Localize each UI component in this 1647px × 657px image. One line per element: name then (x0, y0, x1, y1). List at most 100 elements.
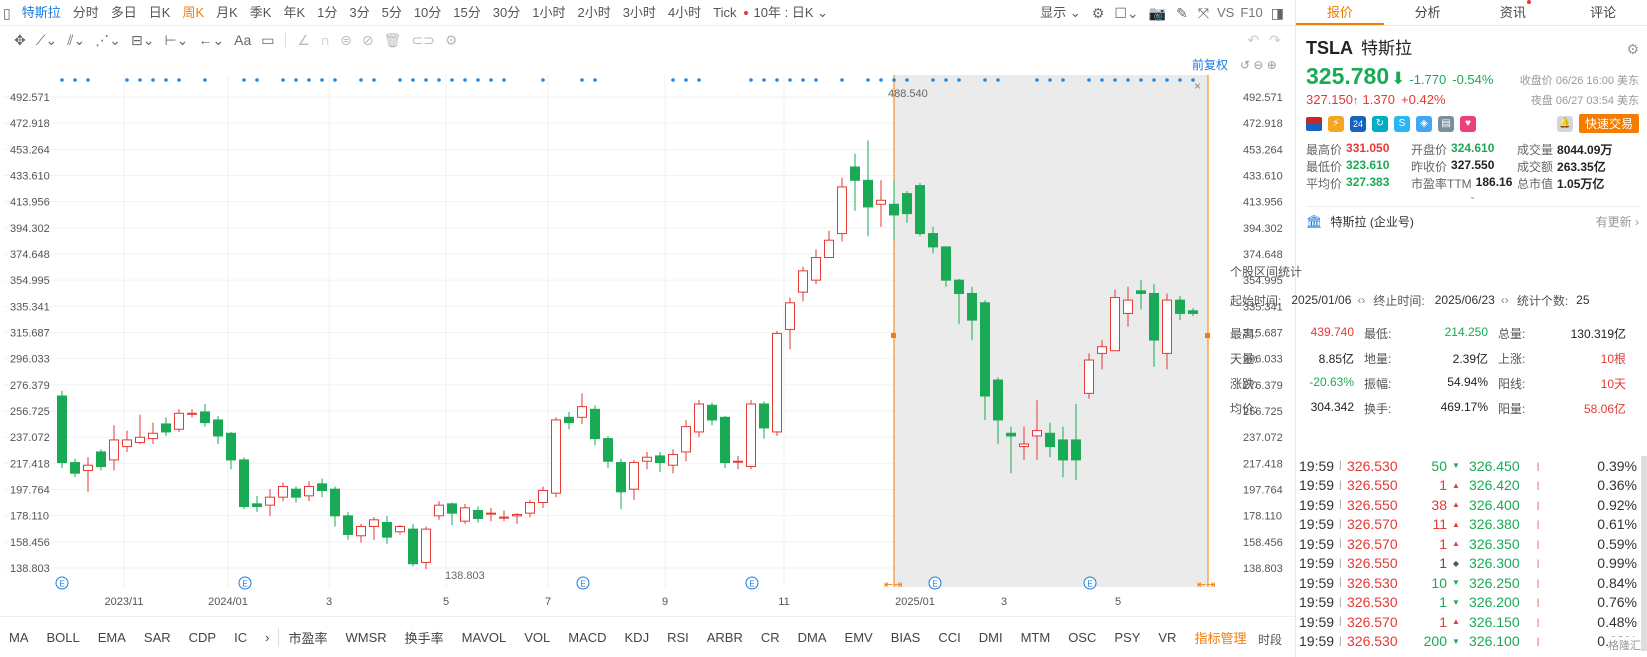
candle-body[interactable] (408, 528, 418, 565)
candle-body[interactable] (1149, 292, 1159, 341)
scrollbar[interactable] (1641, 475, 1647, 495)
tab-3[interactable]: 评论 (1559, 0, 1647, 25)
timeframe-12[interactable]: 15分 (453, 4, 481, 20)
timeframe-7[interactable]: 年K (283, 4, 306, 20)
candle-body[interactable] (1097, 346, 1107, 354)
candle-body[interactable] (1188, 310, 1198, 314)
bell-icon[interactable]: 🔔 (1556, 115, 1573, 132)
candle-body[interactable] (668, 454, 678, 466)
candle-body[interactable] (330, 488, 340, 517)
indicator-dmi[interactable]: DMI (978, 629, 1003, 645)
marker-dot[interactable] (489, 78, 493, 82)
marker-dot[interactable] (1061, 78, 1065, 82)
candle-body[interactable] (928, 233, 938, 248)
candle-body[interactable] (395, 525, 405, 533)
candle-body[interactable] (1123, 299, 1133, 314)
candle-body[interactable] (902, 193, 912, 215)
indicator-vr[interactable]: VR (1158, 629, 1177, 645)
indicator-指标管理[interactable]: 指标管理 (1194, 630, 1247, 646)
candle-body[interactable] (772, 332, 782, 433)
candle-body[interactable] (382, 521, 392, 538)
indicator-ic[interactable]: IC (234, 629, 248, 645)
timeframe-19[interactable]: 10年 : 日K ⌄ (753, 4, 829, 20)
marker-dot[interactable] (814, 78, 818, 82)
indicator-rsi[interactable]: RSI (667, 629, 689, 645)
tab-0[interactable]: 报价 (1296, 0, 1384, 25)
marker-dot[interactable] (671, 78, 675, 82)
front-adjust-label[interactable]: 前复权 (1192, 57, 1228, 72)
marker-dot[interactable] (203, 78, 207, 82)
candle-body[interactable] (252, 503, 262, 507)
marker-dot[interactable] (86, 78, 90, 82)
lock-icon[interactable]: ⊜ (340, 32, 352, 48)
marker-dot[interactable] (1048, 78, 1052, 82)
marker-dot[interactable] (1178, 78, 1182, 82)
candle-body[interactable] (1162, 299, 1172, 354)
marker-dot[interactable] (398, 78, 402, 82)
marker-dot[interactable] (580, 78, 584, 82)
candle-body[interactable] (57, 395, 67, 464)
timeframe-18[interactable]: Tick (713, 4, 737, 20)
redo-icon[interactable]: ↷ (1269, 32, 1281, 48)
marker-dot[interactable] (307, 78, 311, 82)
candle-body[interactable] (616, 462, 626, 493)
marker-dot[interactable] (359, 78, 363, 82)
marker-dot[interactable] (840, 78, 844, 82)
marker-dot[interactable] (320, 78, 324, 82)
marker-dot[interactable] (1139, 78, 1143, 82)
comment-tool-icon[interactable]: ▭ (261, 32, 275, 48)
marker-dot[interactable] (164, 78, 168, 82)
indicator-cci[interactable]: CCI (938, 629, 961, 645)
interval-selection[interactable] (894, 75, 1208, 587)
candle-body[interactable] (863, 179, 873, 208)
candle-body[interactable] (733, 460, 743, 463)
refresh-icon[interactable]: ↻ (1372, 115, 1388, 132)
candle-body[interactable] (343, 515, 353, 535)
tick-list[interactable]: 19:59 | 326.530 50 ▼ 326.450 | 0.39% 19:59 | 326.5… (1295, 452, 1647, 657)
candle-body[interactable] (1110, 296, 1120, 352)
marker-dot[interactable] (1126, 78, 1130, 82)
indicator-sar[interactable]: SAR (143, 629, 171, 645)
marker-dot[interactable] (684, 78, 688, 82)
marker-dot[interactable] (333, 78, 337, 82)
scrollbar[interactable] (1641, 514, 1647, 534)
marker-dot[interactable] (242, 78, 246, 82)
candle-body[interactable] (460, 507, 470, 522)
candle-body[interactable] (941, 246, 951, 281)
marker-dot[interactable] (931, 78, 935, 82)
timeframe-1[interactable]: 分时 (72, 4, 99, 20)
candle-body[interactable] (850, 166, 860, 181)
marker-dot[interactable] (541, 78, 545, 82)
heart-icon[interactable]: ♥ (1460, 115, 1476, 132)
line-tool-icon[interactable]: ⟋⌄ (35, 32, 58, 48)
angle-tool-icon[interactable]: ∠ (297, 32, 311, 48)
marker-dot[interactable] (437, 78, 441, 82)
arrow-tool-icon[interactable]: ←⌄ (198, 32, 225, 48)
scrollbar[interactable] (1641, 592, 1647, 612)
timeframe-15[interactable]: 2小时 (577, 4, 611, 20)
timeframe-2[interactable]: 多日 (110, 4, 137, 20)
indicator-dma[interactable]: DMA (797, 629, 827, 645)
candle-body[interactable] (681, 426, 691, 453)
event-marker[interactable] (238, 576, 252, 590)
marker-dot[interactable] (1191, 78, 1195, 82)
marker-dot[interactable] (801, 78, 805, 82)
scrollbar[interactable] (1641, 456, 1647, 476)
timeframe-17[interactable]: 4小时 (667, 4, 702, 20)
candle-body[interactable] (304, 486, 314, 497)
candle-body[interactable] (915, 185, 925, 235)
candlestick-chart[interactable]: × 492.571472.918453.264433.610413.956394… (0, 54, 1295, 614)
timeframe-13[interactable]: 30分 (492, 4, 521, 20)
marker-dot[interactable] (593, 78, 597, 82)
indicator-emv[interactable]: EMV (844, 629, 873, 645)
candle-body[interactable] (967, 292, 977, 321)
marker-dot[interactable] (905, 78, 909, 82)
us-flag-icon[interactable] (1306, 116, 1322, 131)
timeframe-14[interactable]: 1小时 (532, 4, 566, 20)
marker-dot[interactable] (281, 78, 285, 82)
candle-body[interactable] (96, 451, 106, 468)
marker-dot[interactable] (463, 78, 467, 82)
candle-body[interactable] (83, 464, 93, 472)
marker-dot[interactable] (996, 78, 1000, 82)
candle-body[interactable] (603, 438, 613, 462)
